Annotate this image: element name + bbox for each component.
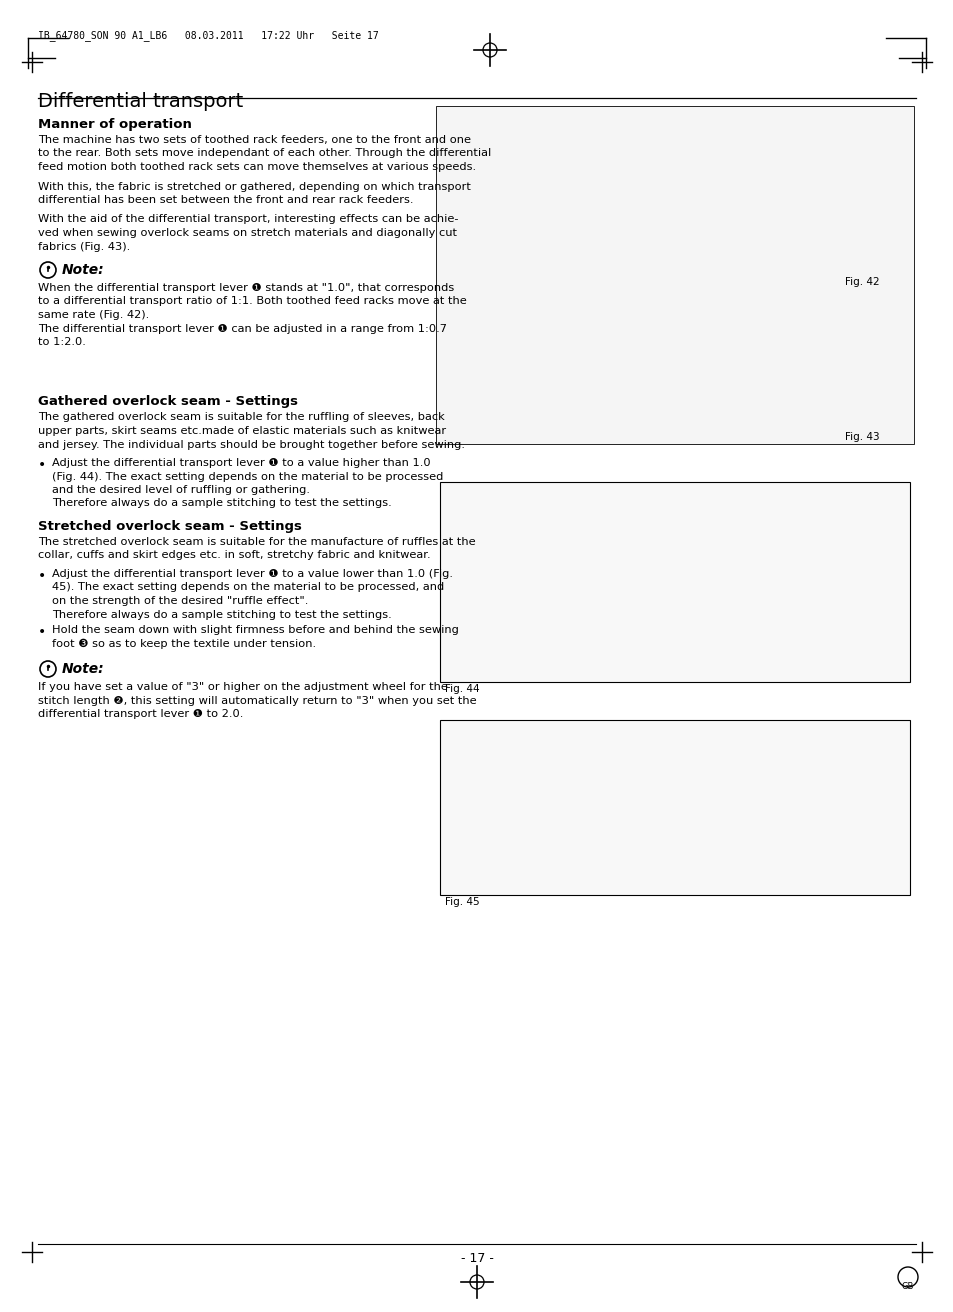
Text: The differential transport lever ❶ can be adjusted in a range from 1:0.7: The differential transport lever ❶ can b…	[38, 324, 447, 333]
Text: to a differential transport ratio of 1:1. Both toothed feed racks move at the: to a differential transport ratio of 1:1…	[38, 297, 466, 307]
Text: Note:: Note:	[62, 262, 105, 277]
Text: Fig. 44: Fig. 44	[444, 684, 479, 694]
Text: •: •	[38, 458, 46, 472]
Text: The stretched overlock seam is suitable for the manufacture of ruffles at the: The stretched overlock seam is suitable …	[38, 537, 476, 547]
Text: differential has been set between the front and rear rack feeders.: differential has been set between the fr…	[38, 195, 413, 205]
Text: feed motion both toothed rack sets can move themselves at various speeds.: feed motion both toothed rack sets can m…	[38, 161, 476, 172]
Text: With the aid of the differential transport, interesting effects can be achie-: With the aid of the differential transpo…	[38, 214, 458, 224]
Text: 45). The exact setting depends on the material to be processed, and: 45). The exact setting depends on the ma…	[52, 583, 444, 593]
Text: Stretched overlock seam - Settings: Stretched overlock seam - Settings	[38, 520, 301, 533]
Text: Adjust the differential transport lever ❶ to a value higher than 1.0: Adjust the differential transport lever …	[52, 458, 430, 468]
Bar	[439, 110, 909, 285]
Text: With this, the fabric is stretched or gathered, depending on which transport: With this, the fabric is stretched or ga…	[38, 181, 471, 192]
Text: IB_64780_SON 90 A1_LB6   08.03.2011   17:22 Uhr   Seite 17: IB_64780_SON 90 A1_LB6 08.03.2011 17:22 …	[38, 30, 378, 41]
Bar	[439, 482, 909, 682]
Text: Therefore always do a sample stitching to test the settings.: Therefore always do a sample stitching t…	[52, 499, 392, 509]
Text: Therefore always do a sample stitching to test the settings.: Therefore always do a sample stitching t…	[52, 610, 392, 619]
Text: Note:: Note:	[62, 663, 105, 676]
Text: •: •	[38, 569, 46, 583]
Text: If you have set a value of "3" or higher on the adjustment wheel for the: If you have set a value of "3" or higher…	[38, 682, 447, 691]
Text: When the differential transport lever ❶ stands at "1.0", that corresponds: When the differential transport lever ❶ …	[38, 283, 454, 293]
Text: Differential transport: Differential transport	[38, 92, 243, 112]
Text: Fig. 45: Fig. 45	[444, 897, 479, 907]
Bar	[439, 293, 909, 440]
Text: Hold the seam down with slight firmness before and behind the sewing: Hold the seam down with slight firmness …	[52, 625, 458, 635]
Bar	[436, 106, 913, 443]
Text: same rate (Fig. 42).: same rate (Fig. 42).	[38, 310, 149, 320]
Text: collar, cuffs and skirt edges etc. in soft, stretchy fabric and knitwear.: collar, cuffs and skirt edges etc. in so…	[38, 551, 430, 560]
Text: Adjust the differential transport lever ❶ to a value lower than 1.0 (Fig.: Adjust the differential transport lever …	[52, 569, 453, 579]
Text: Gathered overlock seam - Settings: Gathered overlock seam - Settings	[38, 395, 297, 408]
Text: and the desired level of ruffling or gathering.: and the desired level of ruffling or gat…	[52, 485, 310, 495]
Text: •: •	[38, 625, 46, 639]
Text: stitch length ❷, this setting will automatically return to "3" when you set the: stitch length ❷, this setting will autom…	[38, 695, 476, 706]
Text: and jersey. The individual parts should be brought together before sewing.: and jersey. The individual parts should …	[38, 440, 464, 450]
Text: on the strength of the desired "ruffle effect".: on the strength of the desired "ruffle e…	[52, 596, 308, 606]
Text: - 17 -: - 17 -	[460, 1252, 493, 1265]
Text: to 1:2.0.: to 1:2.0.	[38, 337, 86, 346]
Text: differential transport lever ❶ to 2.0.: differential transport lever ❶ to 2.0.	[38, 708, 243, 719]
Text: The machine has two sets of toothed rack feeders, one to the front and one: The machine has two sets of toothed rack…	[38, 135, 471, 146]
Text: GB: GB	[901, 1282, 913, 1291]
Text: fabrics (Fig. 43).: fabrics (Fig. 43).	[38, 241, 131, 252]
Text: (Fig. 44). The exact setting depends on the material to be processed: (Fig. 44). The exact setting depends on …	[52, 471, 443, 482]
Text: Fig. 43: Fig. 43	[844, 432, 879, 442]
Text: The gathered overlock seam is suitable for the ruffling of sleeves, back: The gathered overlock seam is suitable f…	[38, 412, 444, 422]
Text: Manner of operation: Manner of operation	[38, 118, 192, 131]
Text: ved when sewing overlock seams on stretch materials and diagonally cut: ved when sewing overlock seams on stretc…	[38, 228, 456, 237]
Text: to the rear. Both sets move independant of each other. Through the differential: to the rear. Both sets move independant …	[38, 148, 491, 159]
Text: upper parts, skirt seams etc.made of elastic materials such as knitwear: upper parts, skirt seams etc.made of ela…	[38, 426, 446, 436]
Bar	[439, 720, 909, 895]
Text: Fig. 42: Fig. 42	[844, 277, 879, 287]
Text: foot ❸ so as to keep the textile under tension.: foot ❸ so as to keep the textile under t…	[52, 639, 315, 649]
